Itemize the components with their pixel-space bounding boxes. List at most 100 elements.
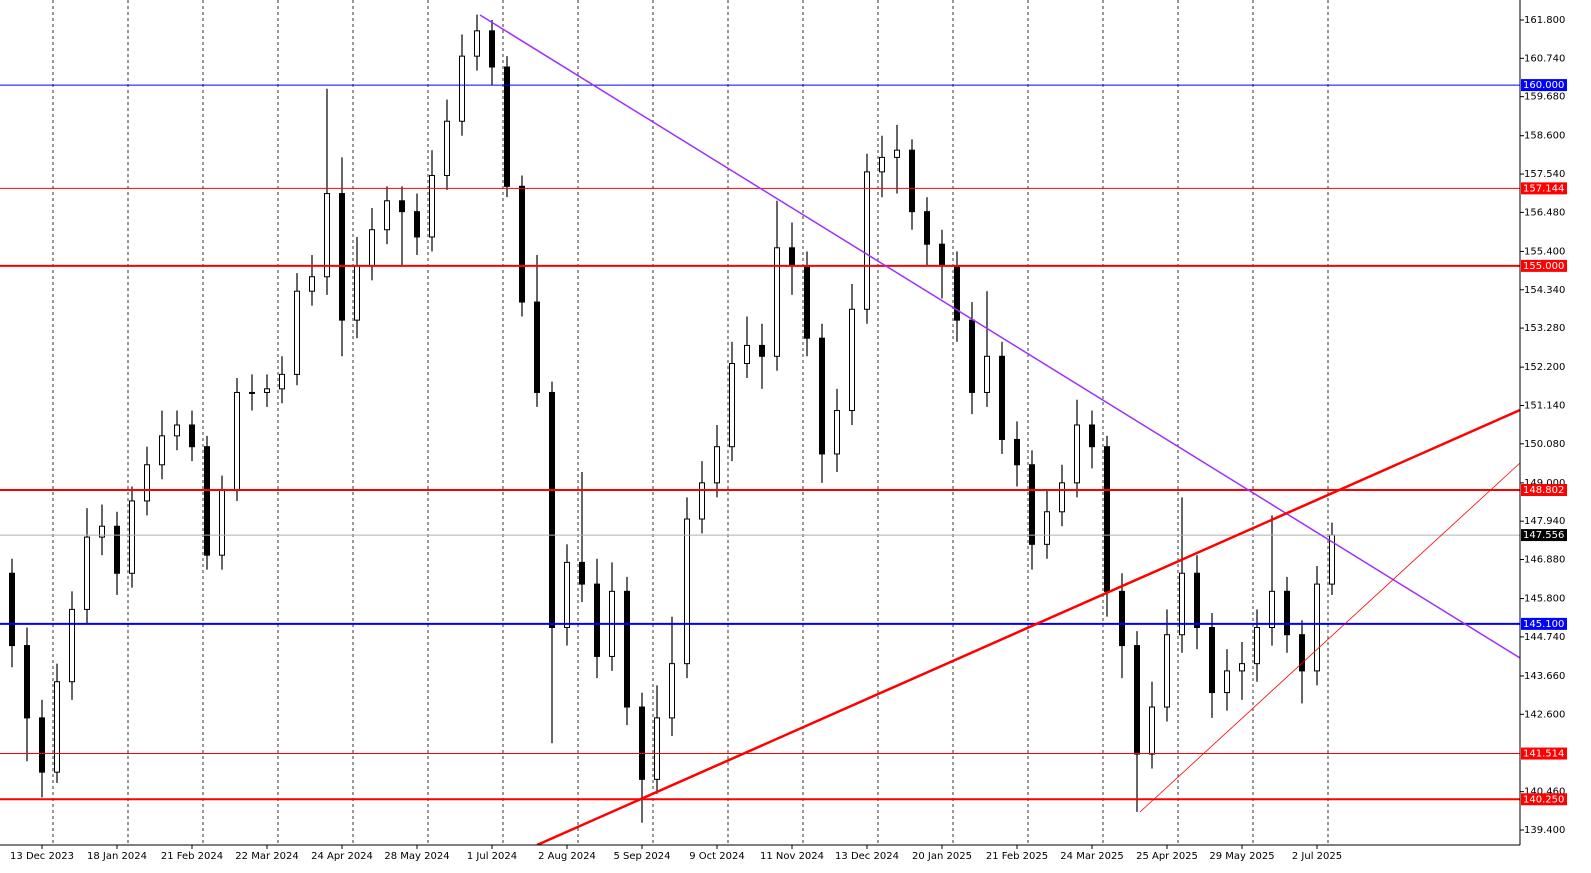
- level-label-box: [1521, 182, 1567, 195]
- level-label-box: [1521, 79, 1567, 92]
- candle-body: [114, 525, 120, 574]
- y-tick-label: 146.880: [1524, 555, 1565, 566]
- candle-body: [594, 583, 600, 657]
- trendline: [536, 408, 1520, 845]
- candle-body: [894, 149, 900, 158]
- level-label: 160.000: [1523, 80, 1564, 91]
- x-tick-label: 13 Dec 2023: [10, 851, 74, 862]
- level-label-box: [1521, 484, 1567, 497]
- y-tick-label: 145.800: [1524, 594, 1565, 605]
- x-tick-label: 24 Apr 2024: [311, 851, 373, 862]
- x-tick-label: 2 Jul 2025: [1292, 851, 1342, 862]
- y-tick-label: 155.400: [1524, 246, 1565, 257]
- y-tick-label: 161.800: [1524, 15, 1565, 26]
- x-tick-label: 20 Jan 2025: [912, 851, 972, 862]
- grid: [52, 0, 1329, 845]
- candle-body: [519, 185, 525, 303]
- candle-body: [84, 536, 90, 610]
- candle-body: [789, 247, 795, 267]
- candle-body: [924, 211, 930, 245]
- candle-body: [879, 156, 885, 173]
- candle-body: [39, 717, 45, 773]
- candle-body: [1179, 572, 1185, 636]
- candle-body: [759, 344, 765, 357]
- candle-body: [294, 290, 300, 375]
- candle-body: [1134, 645, 1140, 755]
- candle-body: [309, 276, 315, 292]
- candle-body: [474, 30, 480, 57]
- candle-body: [219, 489, 225, 556]
- y-tick-label: 149.000: [1524, 478, 1565, 489]
- candle-body: [504, 66, 510, 187]
- level-label-box: [1521, 617, 1567, 630]
- y-tick-label: 154.340: [1524, 285, 1565, 296]
- x-tick-label: 29 May 2025: [1209, 851, 1274, 862]
- x-tick-label: 9 Oct 2024: [689, 851, 744, 862]
- candle-body: [849, 308, 855, 412]
- candle-body: [399, 200, 405, 213]
- y-tick-label: 152.200: [1524, 362, 1565, 373]
- level-label: 140.250: [1523, 794, 1564, 805]
- candle-body: [189, 424, 195, 448]
- y-tick-label: 142.600: [1524, 709, 1565, 720]
- y-tick-label: 157.540: [1524, 169, 1565, 180]
- candle-body: [774, 247, 780, 357]
- candle-body: [969, 319, 975, 393]
- y-tick-label: 140.460: [1524, 787, 1565, 798]
- candle-body: [369, 229, 375, 267]
- candle-body: [684, 518, 690, 665]
- y-tick-label: 150.080: [1524, 439, 1565, 450]
- candle-body: [534, 301, 540, 393]
- candle-body: [549, 391, 555, 628]
- candle-body: [279, 373, 285, 390]
- x-tick-label: 13 Dec 2024: [835, 851, 899, 862]
- candle-body: [669, 663, 675, 719]
- candle-body: [1194, 572, 1200, 628]
- candle-body: [99, 525, 105, 538]
- candle-body: [159, 435, 165, 466]
- candle-body: [339, 193, 345, 321]
- candle-body: [1164, 634, 1170, 708]
- candle-body: [729, 363, 735, 448]
- candle-body: [1149, 706, 1155, 755]
- x-tick-label: 28 May 2024: [384, 851, 449, 862]
- candle-body: [1299, 634, 1305, 672]
- candles: [9, 14, 1335, 823]
- candle-body: [909, 149, 915, 213]
- candle-body: [954, 265, 960, 321]
- candle-body: [1059, 482, 1065, 513]
- x-tick-label: 24 Mar 2025: [1060, 851, 1123, 862]
- candle-body: [54, 681, 60, 773]
- trendline: [1139, 462, 1520, 813]
- y-tick-label: 160.740: [1524, 53, 1565, 64]
- level-label: 141.514: [1523, 749, 1564, 760]
- candle-body: [24, 645, 30, 719]
- candle-body: [144, 464, 150, 502]
- y-tick-label: 159.680: [1524, 92, 1565, 103]
- y-tick-label: 139.400: [1524, 825, 1565, 836]
- x-tick-label: 2 Aug 2024: [538, 851, 596, 862]
- candle-body: [1089, 424, 1095, 448]
- candle-body: [1239, 663, 1245, 672]
- candle-body: [414, 211, 420, 238]
- candle-body: [1314, 583, 1320, 672]
- candle-body: [804, 265, 810, 339]
- candle-body: [624, 590, 630, 708]
- level-label: 155.000: [1523, 261, 1564, 272]
- y-tick-label: 153.280: [1524, 323, 1565, 334]
- candle-body: [714, 446, 720, 484]
- candle-body: [999, 355, 1005, 440]
- candle-body: [1254, 626, 1260, 665]
- candle-body: [204, 446, 210, 556]
- candle-body: [564, 561, 570, 628]
- x-tick-label: 25 Apr 2025: [1136, 851, 1198, 862]
- y-tick-label: 156.480: [1524, 207, 1565, 218]
- x-tick-label: 11 Nov 2024: [760, 851, 824, 862]
- candle-body: [654, 717, 660, 780]
- x-tick-label: 22 Mar 2024: [235, 851, 298, 862]
- level-label: 157.144: [1523, 183, 1564, 194]
- candle-body: [69, 608, 75, 683]
